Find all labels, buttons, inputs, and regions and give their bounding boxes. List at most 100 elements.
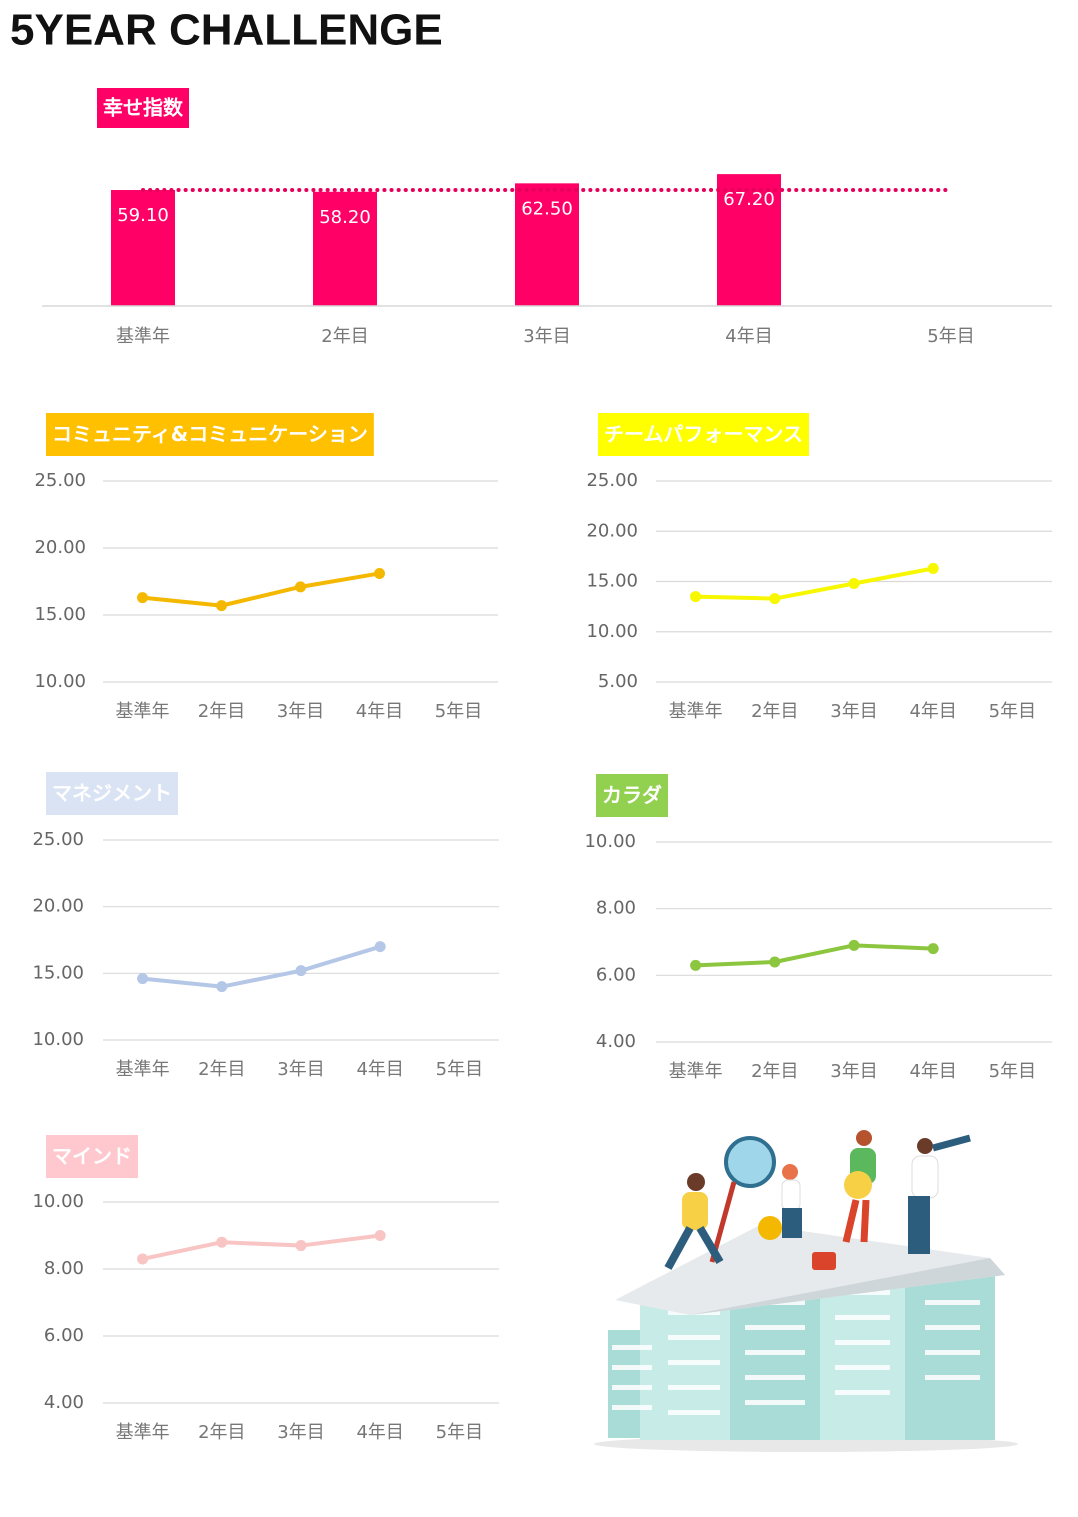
x-tick-label: 5年目 xyxy=(436,1422,483,1443)
data-point xyxy=(216,981,228,993)
data-point xyxy=(137,592,148,604)
data-point xyxy=(295,965,307,977)
x-tick-label: 2年目 xyxy=(198,1059,245,1080)
x-tick-label: 2年目 xyxy=(751,701,798,722)
y-tick-label: 8.00 xyxy=(596,898,636,919)
x-tick-label: 5年目 xyxy=(989,1061,1036,1082)
x-tick-label: 3年目 xyxy=(830,1061,877,1082)
y-tick-label: 15.00 xyxy=(32,962,84,983)
title-badge xyxy=(596,774,668,817)
data-point xyxy=(216,1236,228,1248)
bar xyxy=(111,190,175,306)
x-tick-label: 4年目 xyxy=(356,1422,403,1443)
chart: マネジメント 10.00 15.00 20.00 25.00 基準年 2年目 3年目 4年目 5年… xyxy=(32,772,499,1080)
x-tick-label: 5年目 xyxy=(436,1059,483,1080)
data-point xyxy=(927,562,939,574)
data-point xyxy=(216,600,227,612)
chart: カラダ 4.00 6.00 8.00 10.00 基準年 2年目 3年目 4年目 5年目 xyxy=(584,774,1052,1082)
x-tick-label: 3年目 xyxy=(830,701,877,722)
y-tick-label: 4.00 xyxy=(44,1392,84,1413)
y-tick-label: 10.00 xyxy=(586,621,638,642)
y-tick-label: 20.00 xyxy=(34,537,86,558)
y-tick-label: 20.00 xyxy=(32,896,84,917)
y-tick-label: 10.00 xyxy=(32,1191,84,1212)
y-tick-label: 25.00 xyxy=(586,470,638,491)
line-series xyxy=(142,944,381,989)
y-tick-label: 15.00 xyxy=(34,604,86,625)
chart-title: マインド xyxy=(52,1144,132,1168)
x-tick-label: 基準年 xyxy=(669,701,723,722)
data-point xyxy=(769,593,781,605)
page-title: 5YEAR CHALLENGE xyxy=(10,6,443,55)
title-badge xyxy=(46,772,178,815)
data-point xyxy=(374,1230,386,1241)
data-point xyxy=(848,939,860,951)
chart-title: カラダ xyxy=(602,783,662,807)
x-tick-label: 基準年 xyxy=(116,701,170,722)
x-tick-label: 4年目 xyxy=(356,1059,403,1080)
y-tick-label: 10.00 xyxy=(34,671,86,692)
chart-title: マネジメント xyxy=(52,781,172,805)
x-tick-label: 2年目 xyxy=(751,1061,798,1082)
x-tick-label: 3年目 xyxy=(277,1059,324,1080)
data-point xyxy=(927,943,939,955)
data-point xyxy=(374,567,385,579)
bar xyxy=(313,191,377,306)
x-tick-label: 4年目 xyxy=(725,326,772,347)
y-tick-label: 15.00 xyxy=(586,571,638,592)
line-series xyxy=(695,943,934,968)
data-point xyxy=(690,591,702,603)
x-tick-label: 2年目 xyxy=(198,1422,245,1443)
y-tick-label: 25.00 xyxy=(32,829,84,850)
data-point xyxy=(137,1253,149,1265)
x-tick-label: 3年目 xyxy=(277,1422,324,1443)
line-series xyxy=(142,1233,381,1261)
data-point xyxy=(295,1240,307,1252)
chart: コミュニティ&コミュニケーション 10.00 15.00 20.00 25.00 基準年 2… xyxy=(34,413,498,722)
data-label: 67.20 xyxy=(723,189,775,210)
y-tick-label: 5.00 xyxy=(598,671,638,692)
y-tick-label: 8.00 xyxy=(44,1258,84,1279)
x-tick-label: 4年目 xyxy=(909,701,956,722)
y-tick-label: 25.00 xyxy=(34,470,86,491)
x-tick-label: 5年目 xyxy=(927,326,974,347)
x-tick-label: 基準年 xyxy=(116,1422,170,1443)
y-tick-label: 20.00 xyxy=(586,520,638,541)
data-point xyxy=(295,581,306,593)
x-tick-label: 4年目 xyxy=(356,701,403,722)
x-tick-label: 2年目 xyxy=(321,326,368,347)
title-badge xyxy=(598,413,809,456)
y-tick-label: 4.00 xyxy=(596,1031,636,1052)
data-label: 58.20 xyxy=(319,207,371,228)
y-tick-label: 6.00 xyxy=(44,1325,84,1346)
bar xyxy=(717,174,781,306)
title-badge xyxy=(46,1135,138,1178)
x-tick-label: 4年目 xyxy=(909,1061,956,1082)
x-tick-label: 2年目 xyxy=(198,701,245,722)
line-series xyxy=(695,566,934,601)
y-tick-label: 10.00 xyxy=(584,831,636,852)
data-label: 59.10 xyxy=(117,205,169,226)
y-tick-label: 6.00 xyxy=(596,964,636,985)
x-tick-label: 5年目 xyxy=(435,701,482,722)
x-tick-label: 基準年 xyxy=(669,1061,723,1082)
chart-title: 幸せ指数 xyxy=(103,96,184,120)
x-tick-label: 3年目 xyxy=(523,326,570,347)
bar xyxy=(515,183,579,306)
data-point xyxy=(690,959,702,971)
data-label: 62.50 xyxy=(521,198,573,219)
y-tick-label: 10.00 xyxy=(32,1029,84,1050)
data-point xyxy=(374,941,386,953)
x-tick-label: 3年目 xyxy=(277,701,324,722)
x-tick-label: 基準年 xyxy=(116,1059,170,1080)
data-point xyxy=(137,973,149,985)
chart: マインド 4.00 6.00 8.00 10.00 基準年 2年目 3年目 4年目 5年目 xyxy=(32,1135,499,1443)
chart: チームパフォーマンス 5.00 10.00 15.00 20.00 25.00 基準年 2年目… xyxy=(586,413,1052,722)
chart-title: コミュニティ&コミュニケーション xyxy=(52,422,368,446)
data-point xyxy=(848,578,860,590)
data-point xyxy=(769,956,781,968)
line-series xyxy=(142,571,380,608)
chart-title: チームパフォーマンス xyxy=(604,422,803,446)
